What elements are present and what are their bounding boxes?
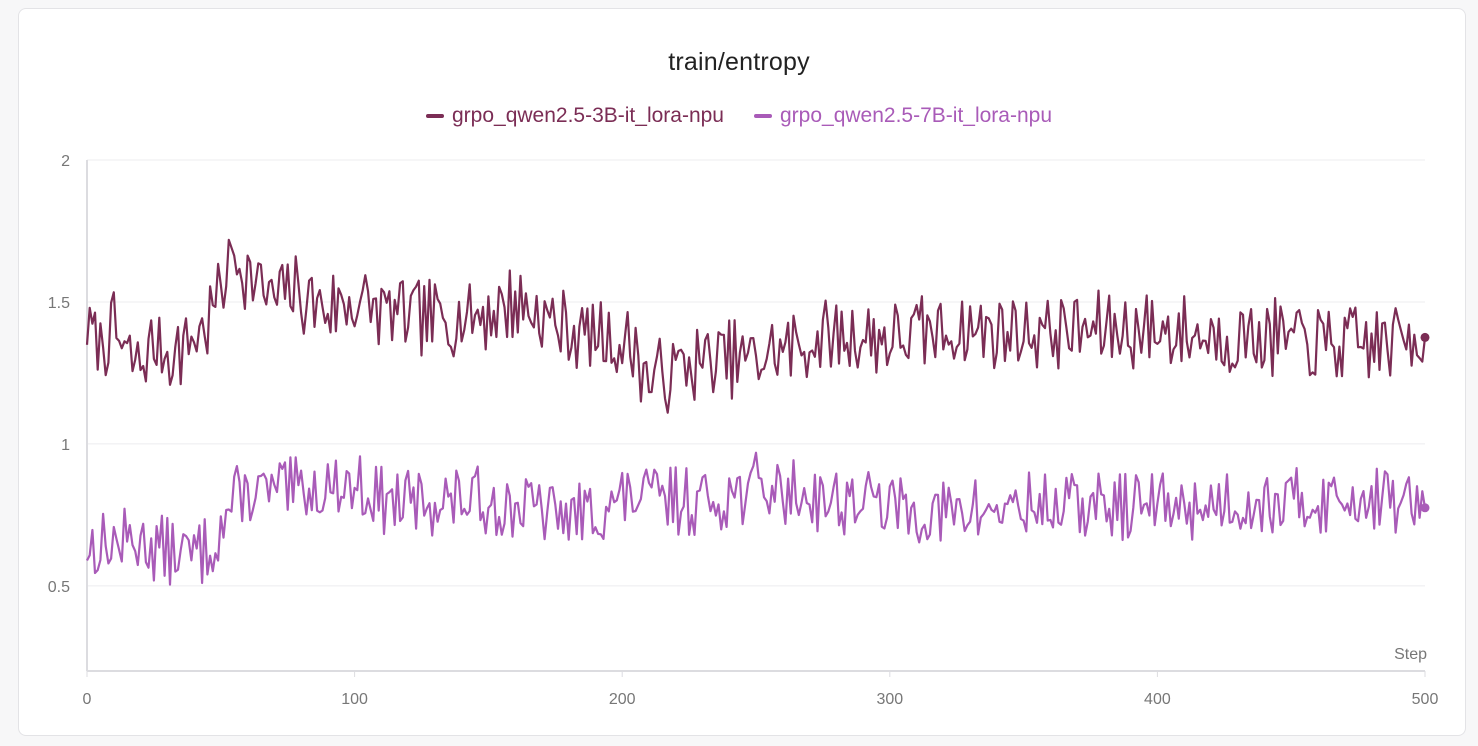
y-tick-label: 2 — [61, 153, 70, 170]
legend-label-7b: grpo_qwen2.5-7B-it_lora-npu — [780, 104, 1053, 127]
y-tick-label: 1.5 — [48, 295, 70, 312]
legend-item-3b[interactable]: grpo_qwen2.5-3B-it_lora-npu — [425, 104, 724, 128]
series-line-7b — [86, 451, 1427, 586]
x-tick-label: 0 — [83, 691, 92, 708]
chart-title: train/entropy — [668, 48, 810, 76]
x-tick-label: 500 — [1412, 691, 1439, 708]
legend-label-3b: grpo_qwen2.5-3B-it_lora-npu — [451, 104, 724, 127]
series-line-3b — [85, 238, 1427, 414]
x-tick-label: 400 — [1144, 691, 1171, 708]
legend-swatch-7b — [754, 114, 772, 118]
legend-item-7b[interactable]: grpo_qwen2.5-7B-it_lora-npu — [754, 104, 1052, 128]
series-endpoint-3b — [1420, 332, 1430, 342]
legend-swatch-3b — [425, 114, 444, 118]
chart-card — [18, 8, 1466, 736]
x-tick-label: 300 — [876, 691, 903, 708]
series-endpoint-7b — [1420, 503, 1430, 513]
y-tick-label: 0.5 — [48, 579, 70, 596]
x-tick-label: 100 — [341, 691, 368, 708]
x-tick-label: 200 — [609, 691, 636, 708]
y-tick-label: 1 — [61, 437, 70, 454]
x-axis-label: Step — [1394, 646, 1427, 663]
chart-legend: grpo_qwen2.5-3B-it_lora-npu grpo_qwen2.5… — [0, 104, 1478, 128]
